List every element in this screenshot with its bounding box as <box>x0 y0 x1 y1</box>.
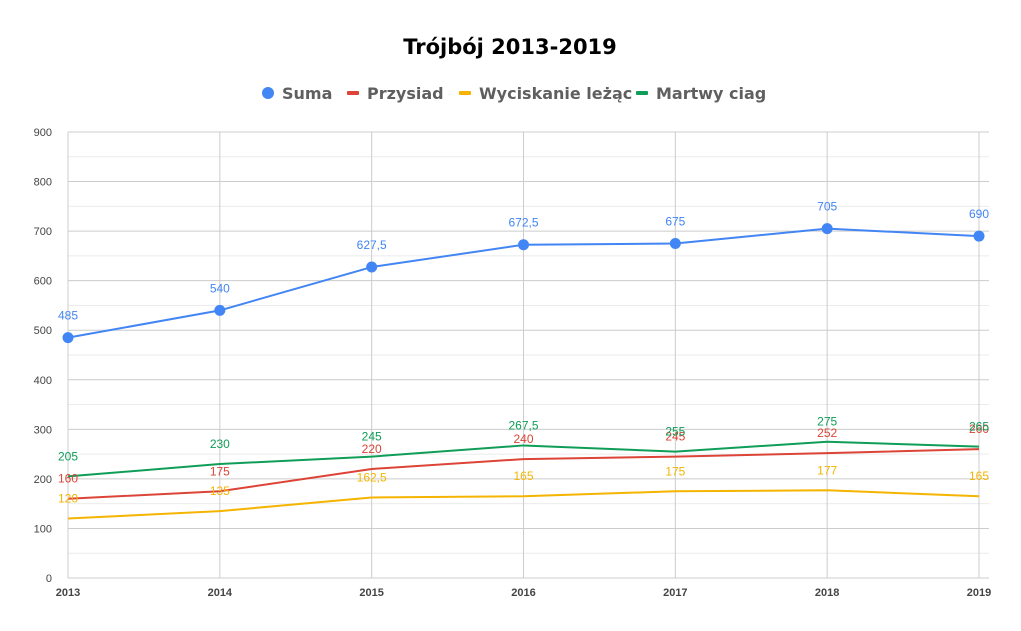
y-tick-label: 200 <box>34 474 52 486</box>
data-label: 177 <box>817 463 837 477</box>
data-label: 160 <box>58 472 78 486</box>
legend-label: Przysiad <box>367 84 444 103</box>
data-label: 120 <box>58 492 78 506</box>
data-label: 267,5 <box>508 418 538 432</box>
data-point <box>518 239 529 251</box>
data-label: 165 <box>969 469 989 483</box>
y-tick-label: 800 <box>34 177 52 189</box>
legend-item: Przysiad <box>347 84 444 103</box>
data-label: 175 <box>210 464 230 478</box>
data-label: 245 <box>362 430 382 444</box>
data-label: 135 <box>210 484 230 498</box>
data-label: 260 <box>969 422 989 436</box>
legend-marker <box>636 91 648 95</box>
x-tick-label: 2018 <box>815 587 839 599</box>
x-tick-label: 2019 <box>967 587 991 599</box>
data-point <box>821 223 833 235</box>
y-tick-label: 900 <box>34 127 52 139</box>
series-line-3 <box>67 440 980 478</box>
data-labels: 485 540 627,5 672,5 675 705 690 160 175 220 240 245… <box>58 200 989 506</box>
data-label: 275 <box>817 415 837 429</box>
data-point <box>669 238 681 249</box>
y-tick-label: 300 <box>34 424 52 436</box>
data-label: 240 <box>513 432 533 446</box>
legend-label: Martwy ciag <box>656 84 766 103</box>
y-tick-label: 500 <box>34 325 52 337</box>
x-tick-label: 2015 <box>359 587 383 599</box>
data-point <box>62 332 74 344</box>
y-tick-label: 700 <box>34 226 52 238</box>
data-label: 705 <box>817 200 837 214</box>
legend-item: Wyciskanie leżąc <box>459 84 632 103</box>
legend-item: Martwy ciag <box>636 84 766 103</box>
data-point <box>214 304 226 316</box>
y-tick-label: 400 <box>34 375 52 387</box>
x-tick-label: 2013 <box>56 587 80 599</box>
series-group <box>62 223 985 520</box>
data-label: 165 <box>513 469 533 483</box>
x-axis: 2013 2014 2015 2016 2017 2018 2019 <box>56 587 991 599</box>
data-label: 540 <box>210 281 230 295</box>
y-tick-label: 0 <box>46 573 52 585</box>
chart-title: Trójbój 2013-2019 <box>403 35 617 59</box>
data-label: 627,5 <box>357 238 387 252</box>
data-label: 485 <box>58 309 78 323</box>
y-tick-label: 600 <box>34 276 52 288</box>
data-label: 230 <box>210 437 230 451</box>
data-label: 675 <box>665 215 685 229</box>
data-label: 690 <box>969 207 989 221</box>
data-label: 265 <box>969 420 989 434</box>
legend-label: Suma <box>282 84 332 103</box>
data-label: 255 <box>665 425 685 439</box>
data-label: 245 <box>665 430 685 444</box>
data-label: 205 <box>58 449 78 463</box>
legend-label: Wyciskanie leżąc <box>479 84 632 103</box>
data-label: 175 <box>665 464 685 478</box>
data-point <box>366 261 378 273</box>
data-point <box>973 230 985 242</box>
data-label: 220 <box>362 442 382 456</box>
x-tick-label: 2016 <box>511 587 535 599</box>
data-label: 162,5 <box>357 470 387 484</box>
x-tick-label: 2014 <box>208 587 233 599</box>
y-tick-label: 100 <box>34 523 52 535</box>
legend: Suma Przysiad Wyciskanie leżąc Martwy ciag <box>262 84 766 103</box>
data-label: 672,5 <box>508 216 538 230</box>
x-tick-label: 2017 <box>663 587 687 599</box>
legend-item: Suma <box>262 84 332 103</box>
legend-marker <box>347 91 359 95</box>
legend-marker <box>459 91 471 95</box>
y-axis: 0 100 200 300 400 500 600 700 800 900 <box>34 127 52 585</box>
series-line-1 <box>67 448 980 500</box>
series-line-2 <box>67 489 980 520</box>
data-label: 252 <box>817 426 837 440</box>
legend-marker <box>262 87 274 99</box>
